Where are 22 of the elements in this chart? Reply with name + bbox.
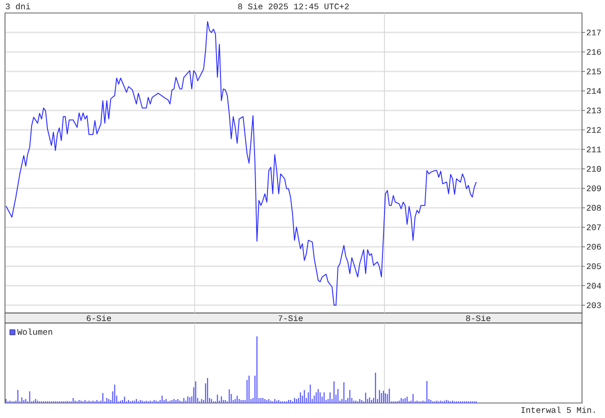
y-tick-label: 207 bbox=[586, 224, 601, 230]
chart-title: 3 dni bbox=[6, 3, 30, 10]
y-tick-label: 214 bbox=[586, 88, 602, 94]
chart-subtitle: 8 Sie 2025 12:45 UTC+2 bbox=[238, 3, 349, 10]
y-tick-label: 213 bbox=[586, 108, 601, 114]
y-tick-label: 209 bbox=[586, 185, 601, 192]
y-tick-label: 204 bbox=[586, 282, 602, 289]
y-tick-label: 210 bbox=[586, 166, 601, 172]
y-tick-label: 205 bbox=[586, 263, 601, 270]
y-tick-label: 215 bbox=[586, 68, 601, 74]
y-tick-label: 217 bbox=[586, 30, 601, 36]
x-tick-label: 8-Sie bbox=[466, 314, 490, 322]
y-tick-label: 206 bbox=[586, 244, 601, 250]
y-tick-label: 211 bbox=[586, 146, 602, 152]
legend-label: Wolumen bbox=[17, 328, 52, 335]
y-tick-label: 216 bbox=[586, 49, 601, 55]
x-tick-label: 6-Sie bbox=[86, 314, 112, 322]
y-tick-label: 208 bbox=[586, 204, 601, 211]
y-tick-label: 203 bbox=[586, 302, 601, 308]
x-tick-label: 7-Sie bbox=[278, 314, 303, 322]
text: Interwal 5 Min. bbox=[521, 406, 595, 413]
y-tick-label: 212 bbox=[586, 127, 601, 133]
